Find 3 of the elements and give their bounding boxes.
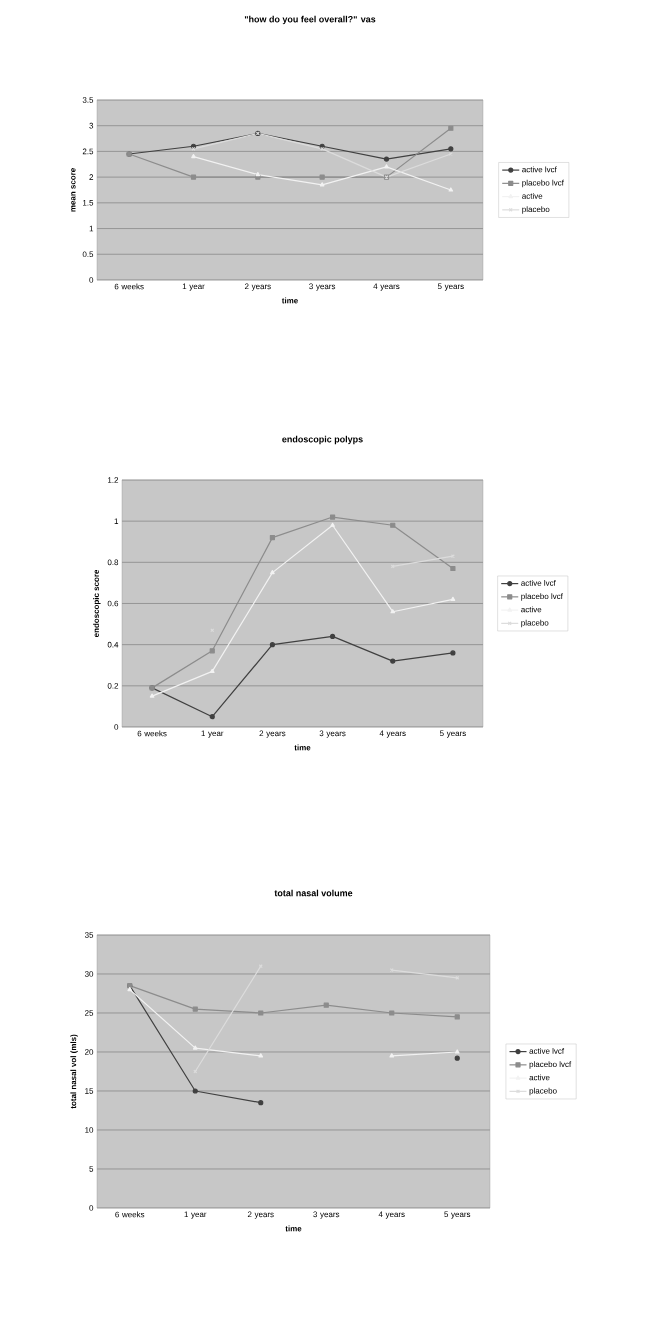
- chart-title: "how do you feel overall?" vas: [244, 15, 376, 25]
- chart-title: total nasal volume: [274, 889, 353, 897]
- chart-title: endoscopic polyps: [282, 435, 363, 445]
